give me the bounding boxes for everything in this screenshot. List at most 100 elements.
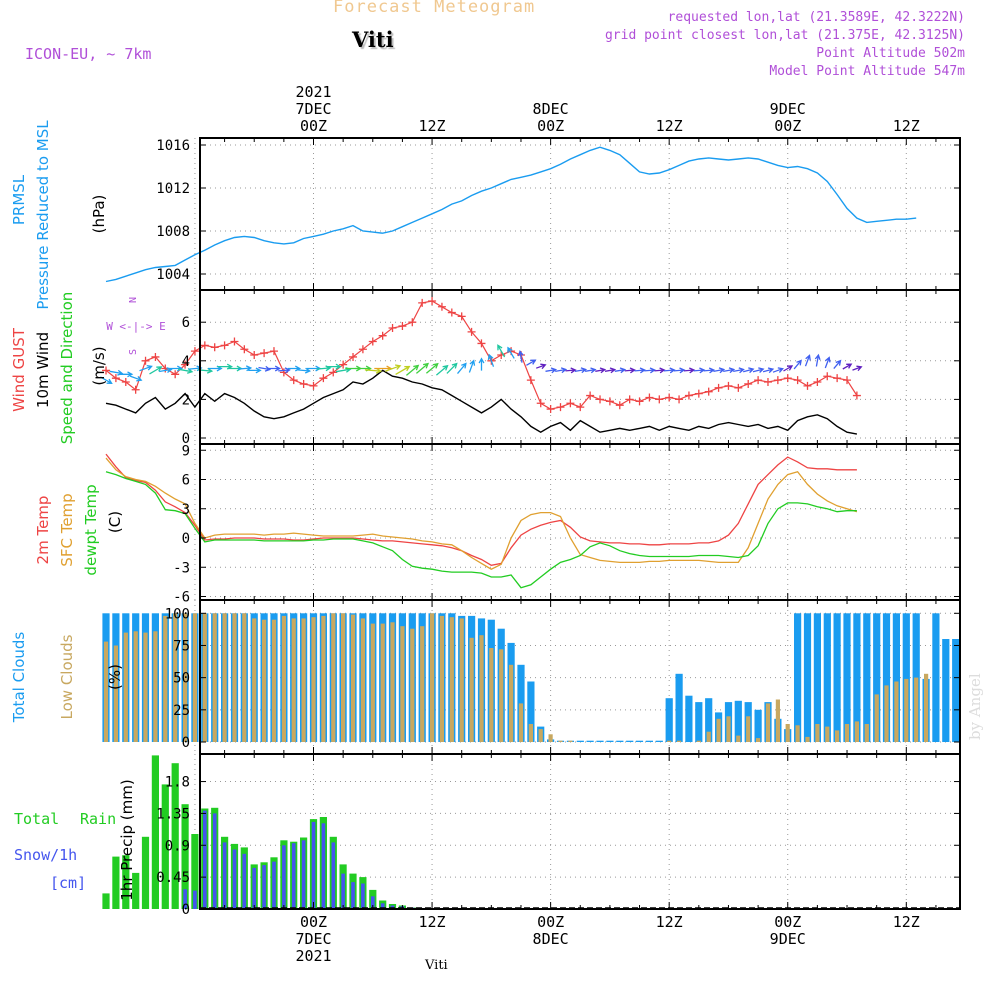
rain-bar <box>112 856 120 909</box>
wind-gust-marker <box>724 381 733 390</box>
low-cloud-bar <box>222 613 227 742</box>
rain-bar <box>171 763 179 909</box>
low-cloud-bar <box>874 694 879 742</box>
wind-gust-marker <box>408 318 417 327</box>
wind-gust-marker <box>803 381 812 390</box>
wind-gust-marker <box>339 360 348 369</box>
temp-ytick-label: -6 <box>173 590 190 606</box>
wind-direction-arrow <box>425 362 439 374</box>
marks-layer <box>100 147 960 909</box>
wind-ytick-label: 2 <box>182 392 190 408</box>
low-cloud-bar <box>924 673 929 742</box>
wind-gust-line <box>105 300 858 410</box>
total-cloud-bar <box>843 613 851 742</box>
low-cloud-bar <box>400 626 405 742</box>
low-cloud-bar <box>192 613 197 742</box>
wind-gust-marker <box>190 347 199 356</box>
total-cloud-bar <box>942 639 950 742</box>
wind-gust-marker <box>319 374 328 383</box>
wind-gust-marker <box>200 341 209 350</box>
total-cloud-bar <box>932 613 940 742</box>
low-cloud-bar <box>143 632 148 742</box>
total-cloud-bar <box>596 740 604 742</box>
wind-gust-marker <box>576 403 585 412</box>
snow-bar <box>301 840 306 909</box>
wind-gust-marker <box>418 298 427 307</box>
total-cloud-bar <box>695 702 703 742</box>
snow-bar <box>212 813 217 909</box>
wind-direction-arrow <box>384 364 402 372</box>
wind-direction-arrow <box>772 367 784 373</box>
pressure-label-unit: (hPa) <box>90 195 108 234</box>
snow-bar <box>232 849 237 909</box>
wind-gust-marker <box>210 343 219 352</box>
wind-direction-arrow <box>535 363 547 370</box>
temp-dewpt-line <box>105 471 857 589</box>
wind-10m-line <box>105 369 858 435</box>
wind-gust-marker <box>615 401 624 410</box>
snow-bar <box>341 873 345 909</box>
low-cloud-bar <box>103 641 109 742</box>
clouds-ytick-label: 25 <box>173 703 190 719</box>
low-cloud-bar <box>341 613 346 742</box>
low-cloud-bar <box>469 637 474 742</box>
total-cloud-bar <box>882 613 891 742</box>
cloud-label-total: Total Clouds <box>10 632 28 724</box>
wind-label-gust: Wind GUST <box>10 327 28 412</box>
precip-panel-frame <box>199 753 961 910</box>
wind-direction-arrow <box>100 376 113 384</box>
precip-ytick-label: 1.35 <box>156 806 190 822</box>
time-label-top: 9DEC <box>770 100 806 118</box>
wind-gust-marker <box>596 395 605 404</box>
wind-direction-arrow <box>287 365 302 372</box>
wind-direction-arrow <box>478 357 485 371</box>
wind-direction-arrow <box>457 362 467 375</box>
low-cloud-bar <box>558 740 563 742</box>
rain-bar <box>122 855 130 909</box>
wind-direction-arrow <box>109 369 124 376</box>
wind-direction-arrow <box>258 365 272 372</box>
time-label-bottom: 8DEC <box>533 930 569 948</box>
low-cloud-bar <box>321 615 326 742</box>
low-cloud-bar <box>568 740 573 742</box>
total-cloud-bar <box>576 740 584 742</box>
wind-gust-marker <box>349 352 358 361</box>
wind-direction-arrow <box>644 367 656 374</box>
time-label-top: 12Z <box>656 117 683 135</box>
total-cloud-bar <box>823 613 831 742</box>
low-cloud-bar <box>390 622 395 742</box>
pressure-ytick-label: 1016 <box>156 138 190 154</box>
low-cloud-bar <box>489 648 494 742</box>
wind-direction-arrow <box>824 356 831 369</box>
wind-direction-arrow <box>574 367 588 374</box>
wind-direction-arrow <box>297 367 312 374</box>
snow-bar <box>183 889 187 909</box>
low-cloud-bar <box>914 677 919 742</box>
wind-direction-arrow <box>364 367 383 374</box>
time-label-bottom: 00Z <box>537 913 564 931</box>
pressure-label-prmsl: PRMSL <box>10 174 28 225</box>
wind-direction-arrow <box>703 367 716 374</box>
compass-north: N <box>128 297 139 303</box>
low-cloud-bar <box>291 618 296 742</box>
wind-gust-marker <box>645 393 654 402</box>
precip-label-snow: Snow/1h <box>14 846 77 864</box>
time-label-top: 2021 <box>295 83 331 101</box>
low-cloud-bar <box>805 736 810 742</box>
wind-gust-marker <box>269 347 278 356</box>
wind-gust-marker <box>793 376 802 385</box>
wind-gust-marker <box>546 405 555 414</box>
low-cloud-bar <box>894 681 899 742</box>
low-cloud-bar <box>133 631 138 742</box>
time-label-bottom: 12Z <box>893 913 920 931</box>
wind-gust-marker <box>823 372 832 381</box>
text-layer: 10041008101210160246-6-30369025507510000… <box>10 83 920 965</box>
total-cloud-bar <box>734 700 742 742</box>
wind-gust-marker <box>141 356 150 365</box>
wind-gust-marker <box>744 379 753 388</box>
total-cloud-bar <box>902 613 910 742</box>
wind-gust-marker <box>556 403 565 412</box>
gridpoint-coords: grid point closest lon,lat (21.375E, 42.… <box>604 28 965 43</box>
wind-direction-arrow <box>693 367 706 374</box>
wind-gust-marker <box>171 370 180 379</box>
